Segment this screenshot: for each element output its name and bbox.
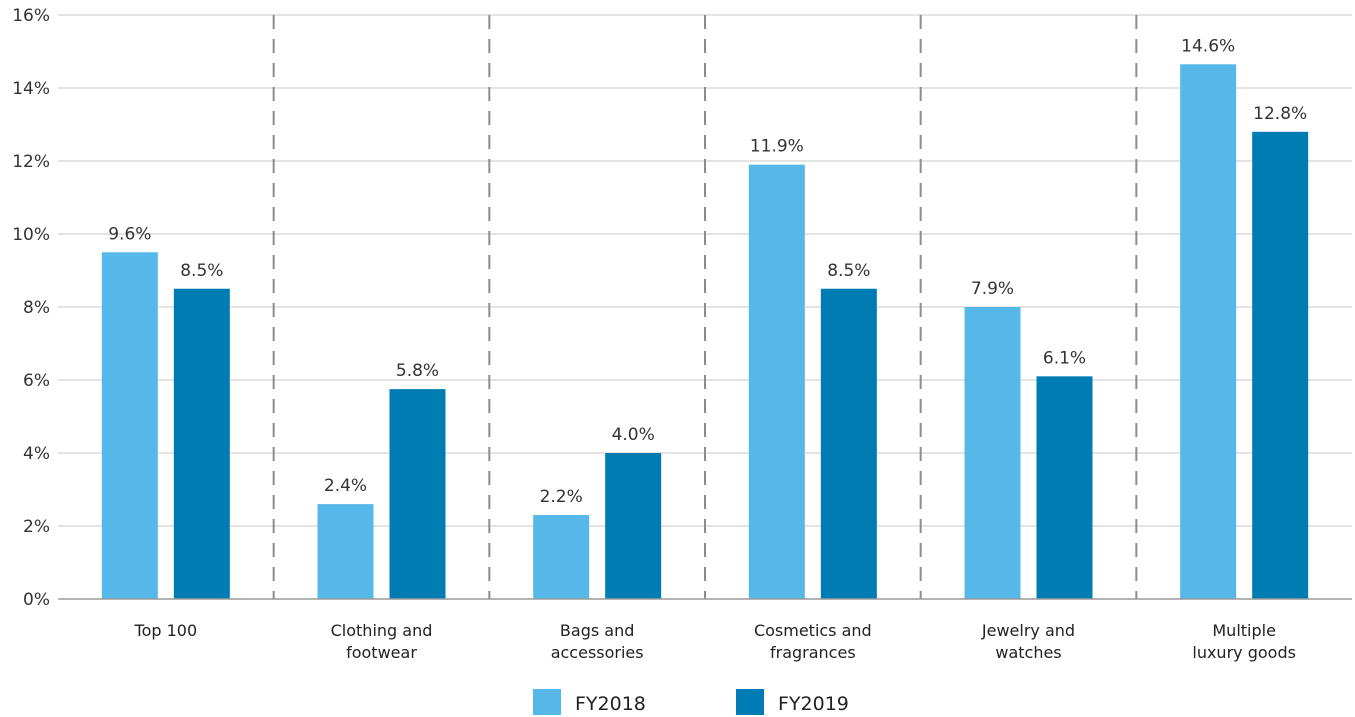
legend: FY2018 FY2019 (533, 689, 849, 715)
y-tick-label: 12% (12, 152, 50, 172)
bars (101, 64, 1309, 600)
category-label: watches (995, 643, 1061, 662)
category-label: Multiple (1212, 621, 1276, 640)
y-tick-label: 14% (12, 79, 50, 99)
y-tick-label: 16% (12, 6, 50, 26)
bar-fy2018 (748, 164, 805, 599)
category-label: Clothing and (331, 621, 433, 640)
data-label: 6.1% (1043, 348, 1086, 368)
y-tick-label: 6% (23, 371, 50, 391)
data-label: 4.0% (612, 425, 655, 445)
legend-swatch-fy2018 (533, 689, 561, 715)
category-label: footwear (346, 643, 417, 662)
category-label: Cosmetics and (754, 621, 872, 640)
y-tick-label: 0% (23, 590, 50, 610)
y-tick-label: 10% (12, 225, 50, 245)
data-label: 2.2% (540, 487, 583, 507)
legend-label: FY2018 (575, 693, 646, 715)
bar-fy2018 (1180, 64, 1237, 599)
legend-swatch-fy2019 (736, 689, 764, 715)
bar-fy2018 (317, 504, 374, 599)
category-separators (272, 15, 1138, 599)
bar-fy2019 (1036, 376, 1093, 599)
category-label: accessories (551, 643, 644, 662)
category-labels: Top 100 Clothing and footwear Bags and acces… (134, 621, 1296, 662)
bar-fy2018 (533, 515, 590, 599)
y-tick-label: 8% (23, 298, 50, 318)
bar-fy2019 (605, 453, 662, 599)
category-label: luxury goods (1192, 643, 1296, 662)
data-label: 11.9% (750, 137, 804, 157)
bar-fy2018 (101, 252, 158, 599)
data-label: 8.5% (827, 261, 870, 281)
y-axis-ticks: 0% 2% 4% 6% 8% 10% 12% 14% 16% (12, 6, 50, 610)
bar-fy2019 (820, 288, 877, 599)
data-labels: 9.6% 8.5% 2.4% 5.8% 2.2% 4.0% 11.9% 8.5% 7.9% 6.1… (108, 36, 1307, 507)
data-label: 8.5% (180, 261, 223, 281)
category-label: Bags and (560, 621, 634, 640)
data-label: 9.6% (108, 224, 151, 244)
category-label: Top 100 (134, 621, 198, 640)
data-label: 5.8% (396, 361, 439, 381)
data-label: 12.8% (1253, 104, 1307, 124)
bar-fy2019 (1252, 131, 1309, 600)
data-label: 7.9% (971, 279, 1014, 299)
bar-fy2018 (964, 307, 1021, 599)
y-tick-label: 2% (23, 517, 50, 537)
category-label: fragrances (770, 643, 856, 662)
data-label: 2.4% (324, 476, 367, 496)
category-label: Jewelry and (981, 621, 1075, 640)
bar-fy2019 (389, 389, 446, 599)
y-tick-label: 4% (23, 444, 50, 464)
bar-fy2019 (173, 288, 230, 599)
data-label: 14.6% (1181, 36, 1235, 56)
legend-label: FY2019 (778, 693, 849, 715)
